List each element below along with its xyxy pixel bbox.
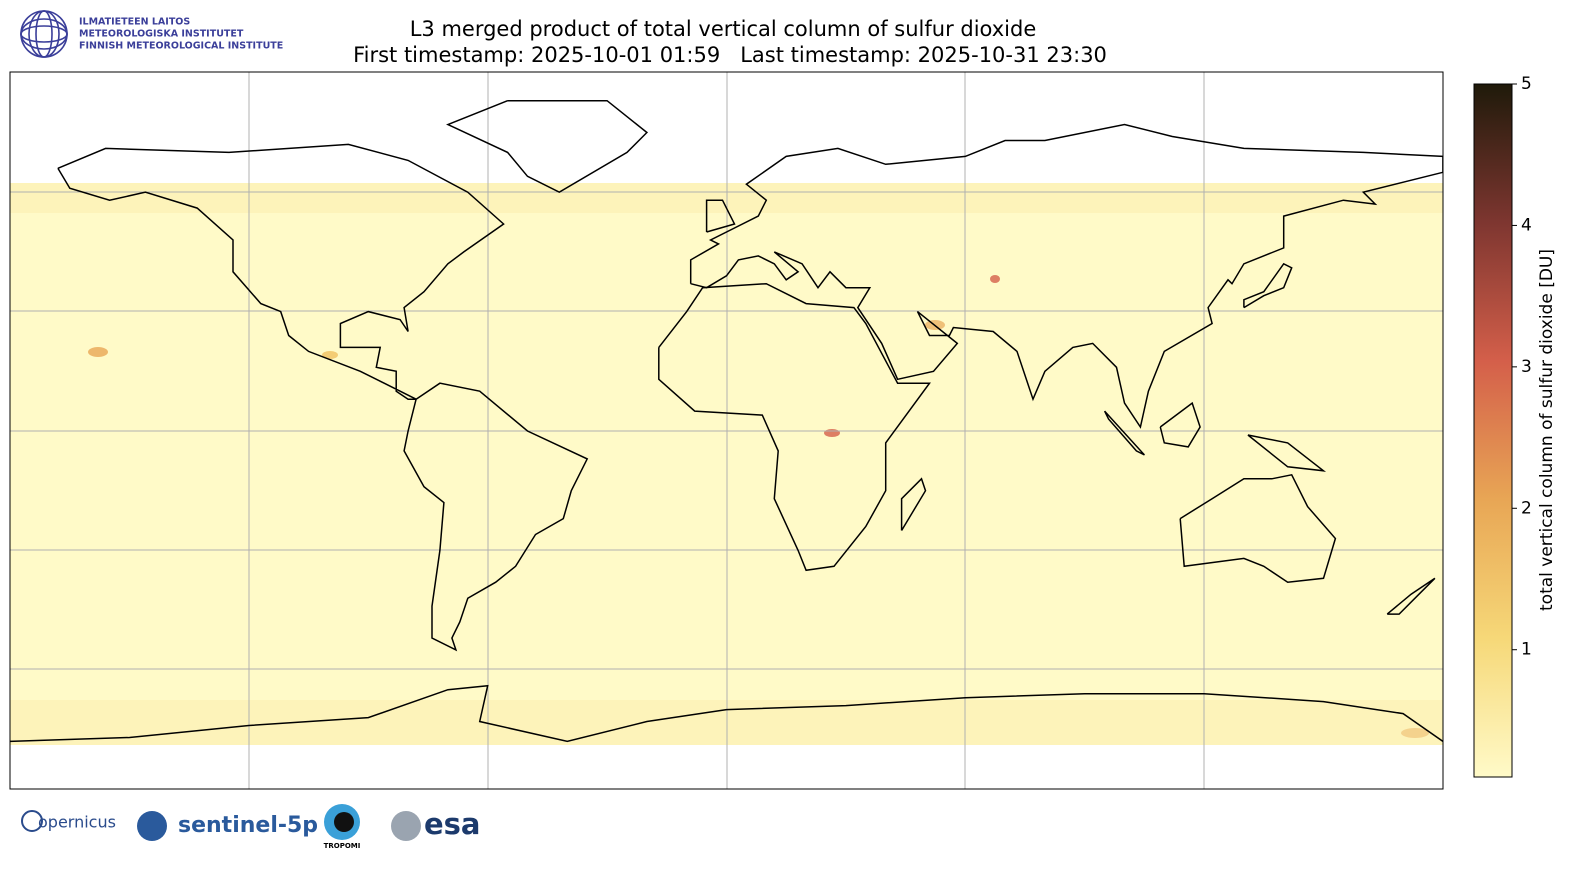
institute-name: METEOROLOGISKA INSTITUTET bbox=[79, 29, 244, 40]
sentinel-logo: sentinel-5p bbox=[137, 811, 318, 841]
colorbar-tick-label: 3 bbox=[1521, 357, 1532, 377]
copernicus-logo: opernicus bbox=[21, 810, 116, 832]
colorbar-tick-label: 1 bbox=[1521, 640, 1532, 660]
coastline bbox=[1386, 577, 1436, 615]
colorbar-tick-label: 2 bbox=[1521, 498, 1532, 518]
coastline bbox=[1247, 434, 1327, 472]
map-area bbox=[10, 72, 1443, 789]
coastline bbox=[446, 99, 649, 194]
institute-name: ILMATIETEEN LAITOS bbox=[79, 17, 190, 28]
graticule bbox=[10, 72, 1443, 789]
coastline bbox=[1179, 473, 1337, 583]
coastline bbox=[403, 382, 589, 652]
coastlines bbox=[10, 99, 1443, 743]
coastline bbox=[1159, 401, 1201, 448]
coastline bbox=[1243, 262, 1293, 309]
logo-text: TROPOMI bbox=[324, 842, 361, 850]
logo-text: sentinel-5p bbox=[178, 813, 318, 838]
institute-name: FINNISH METEOROLOGICAL INSTITUTE bbox=[79, 41, 283, 52]
map-subtitle: First timestamp: 2025-10-01 01:59 Last t… bbox=[353, 43, 1107, 67]
colorbar-ticks: 1 2 3 4 5 bbox=[1512, 74, 1532, 660]
fmi-logo bbox=[20, 10, 68, 58]
coastline bbox=[689, 123, 1443, 429]
tropomi-logo: TROPOMI bbox=[324, 804, 361, 850]
coastline bbox=[57, 143, 505, 400]
coastline bbox=[900, 477, 927, 531]
logo-text: esa bbox=[424, 807, 481, 841]
logo-text: opernicus bbox=[38, 813, 116, 832]
map-title: L3 merged product of total vertical colu… bbox=[410, 17, 1037, 41]
coastline bbox=[10, 684, 1443, 743]
coastline bbox=[705, 199, 736, 233]
coastline bbox=[658, 282, 931, 572]
colorbar bbox=[1473, 83, 1513, 778]
colorbar-tick-label: 5 bbox=[1521, 74, 1532, 94]
colorbar-label: total vertical column of sulfur dioxide … bbox=[1537, 249, 1557, 611]
map-frame bbox=[9, 71, 1444, 790]
coastline bbox=[1103, 410, 1145, 456]
esa-logo: esa bbox=[391, 807, 481, 841]
colorbar-tick-label: 4 bbox=[1521, 215, 1532, 235]
